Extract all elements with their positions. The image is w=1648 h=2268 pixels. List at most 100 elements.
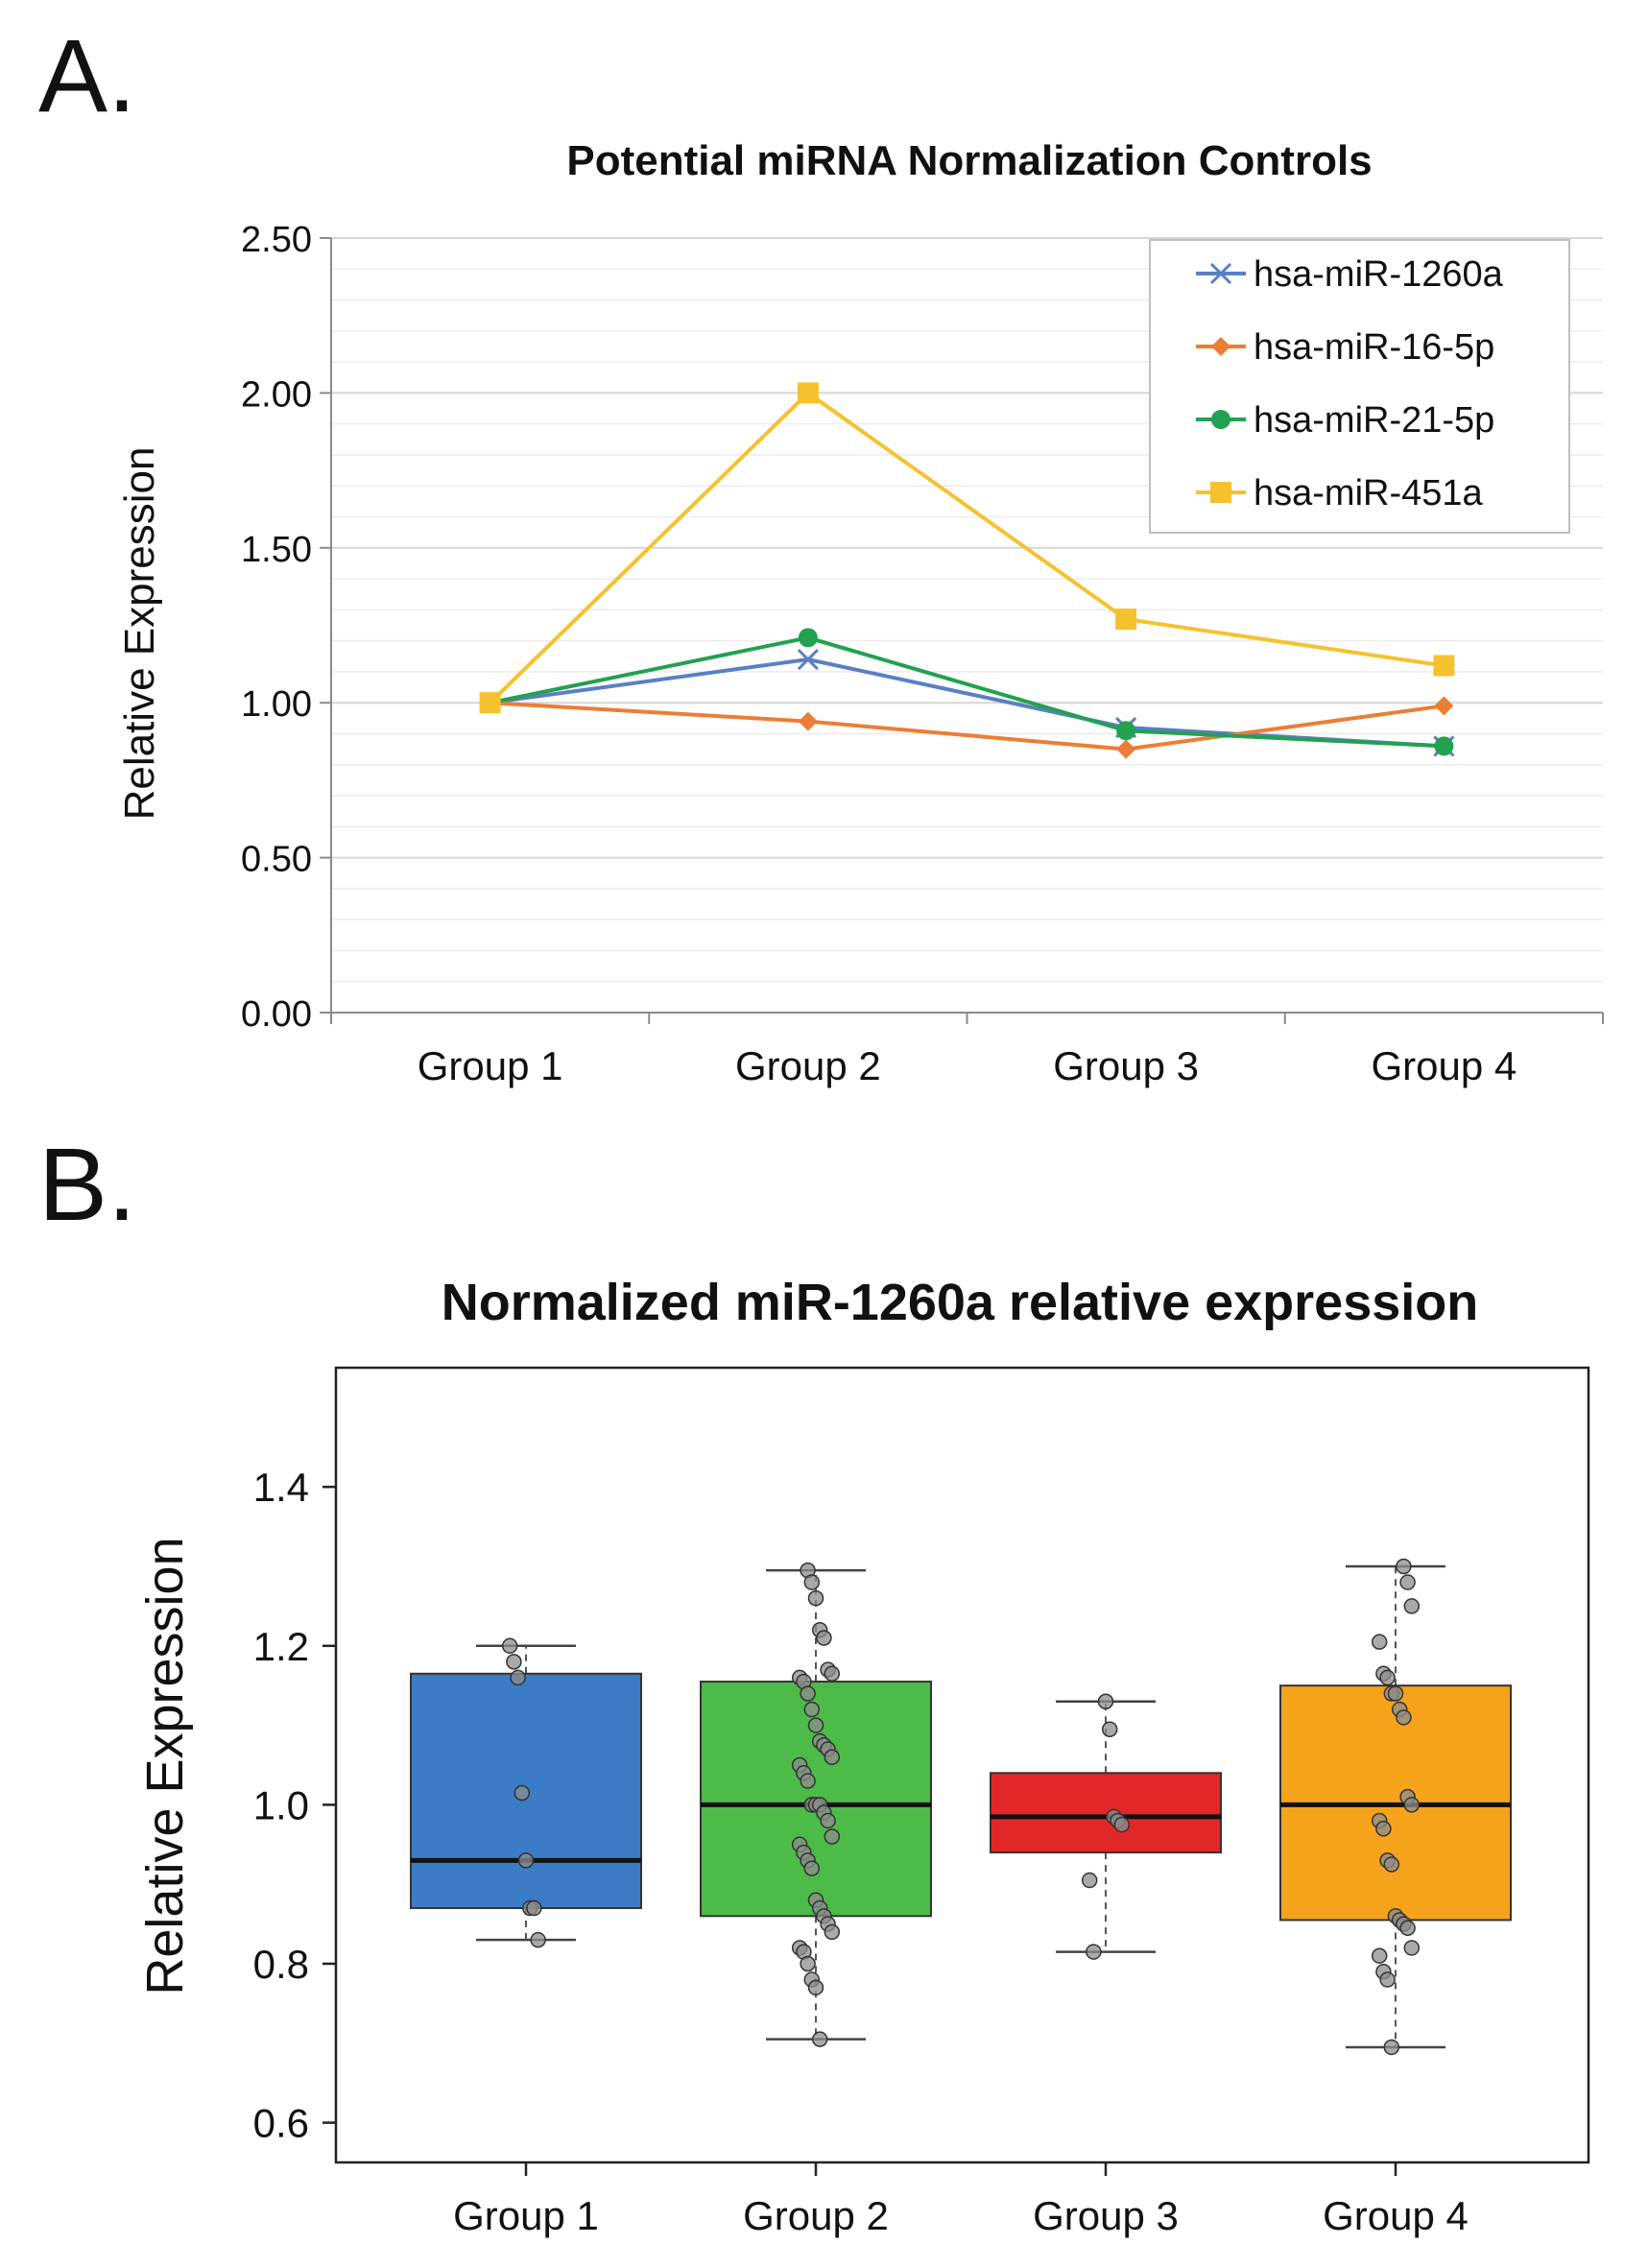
data-point (800, 1685, 816, 1702)
data-point (1396, 1558, 1412, 1575)
data-point (1403, 1598, 1421, 1614)
data-point (1434, 696, 1454, 716)
x-tick-label: Group 4 (1323, 2193, 1469, 2238)
data-point (1379, 1669, 1396, 1686)
data-point (1403, 1940, 1421, 1956)
data-point (1396, 1709, 1412, 1726)
series-hsa-miR-21-5p (480, 628, 1454, 756)
data-point (824, 1749, 841, 1765)
data-point (807, 1717, 824, 1733)
data-point (798, 711, 818, 731)
x-tick-label: Group 1 (418, 1043, 563, 1088)
series-line (490, 701, 1445, 752)
legend-entry: hsa-miR-21-5p (1196, 400, 1494, 441)
chart-b-box: Normalized miR-1260a relative expression… (136, 1274, 1590, 2238)
data-point (800, 1955, 816, 1972)
data-point (1383, 2039, 1400, 2056)
box-body (990, 1772, 1222, 1854)
data-point (510, 1669, 526, 1686)
y-tick-label: 0.50 (241, 840, 312, 880)
x-tick-label: Group 4 (1371, 1043, 1517, 1088)
y-tick-label: 1.0 (253, 1782, 309, 1827)
data-point (1433, 655, 1455, 677)
data-point (530, 1931, 546, 1948)
data-point (1399, 1920, 1416, 1936)
x-tick-label: Group 3 (1053, 1043, 1199, 1088)
chart-a-y-axis-label: Relative Expression (116, 447, 163, 821)
data-point (1387, 1685, 1404, 1702)
data-point (526, 1899, 542, 1917)
data-point (506, 1654, 522, 1670)
box-Group 3 (990, 1693, 1222, 1960)
data-point (1086, 1944, 1102, 1960)
plot-frame (334, 1366, 1590, 2164)
legend-swatch-marker (1210, 482, 1231, 503)
y-tick-label: 1.50 (241, 530, 312, 570)
legend-entry: hsa-miR-1260a (1196, 254, 1504, 295)
data-point (479, 692, 501, 714)
data-point (824, 1828, 841, 1845)
x-tick-label: Group 1 (453, 2193, 599, 2238)
data-point (1399, 1574, 1416, 1590)
chart-a-title: Potential miRNA Normalization Controls (566, 137, 1372, 184)
legend-entry: hsa-miR-451a (1196, 473, 1484, 513)
data-point (797, 648, 819, 671)
data-point (803, 1574, 821, 1590)
data-point (1383, 1856, 1400, 1873)
series-hsa-miR-451a (479, 382, 1455, 714)
data-point (1081, 1872, 1098, 1889)
data-point (824, 1665, 841, 1683)
data-point (816, 1630, 832, 1646)
data-point (1371, 1634, 1388, 1650)
data-point (1113, 1816, 1131, 1833)
chart-b-y-axis-label: Relative Expression (136, 1537, 194, 1994)
data-point (1116, 739, 1136, 759)
legend-swatch-marker (1211, 337, 1230, 356)
series-line (489, 390, 1445, 704)
panel-a-label: A. (38, 17, 137, 133)
legend-label: hsa-miR-1260a (1254, 254, 1504, 295)
data-point (517, 1852, 535, 1869)
box-Group 4 (1279, 1558, 1512, 2056)
y-tick-label: 1.00 (241, 684, 312, 725)
legend-label: hsa-miR-16-5p (1254, 327, 1494, 368)
x-tick-label: Group 2 (743, 2193, 889, 2238)
data-point (514, 1784, 531, 1802)
data-point (798, 628, 818, 648)
data-point (820, 1812, 836, 1829)
y-tick-label: 0.8 (253, 1942, 309, 1987)
data-point (824, 1923, 841, 1941)
data-point (1434, 736, 1454, 756)
data-point (797, 382, 819, 404)
data-point (803, 1860, 821, 1876)
box-Group 2 (700, 1562, 932, 2047)
panel-b-label: B. (38, 1126, 137, 1242)
y-tick-label: 2.00 (241, 374, 312, 415)
data-point (1371, 1947, 1388, 1964)
legend-swatch-marker (1211, 410, 1230, 429)
data-point (807, 1589, 824, 1607)
data-point (1375, 1820, 1392, 1837)
series-line (490, 635, 1445, 749)
data-point (1101, 1721, 1118, 1737)
chart-b-title: Normalized miR-1260a relative expression (442, 1274, 1479, 1331)
data-point (811, 2031, 828, 2047)
box-Group 1 (410, 1637, 642, 1948)
data-point (803, 1701, 821, 1718)
data-point (1097, 1693, 1114, 1710)
x-tick-label: Group 2 (735, 1043, 881, 1088)
legend-swatch-marker (1209, 262, 1232, 285)
data-point (1379, 1971, 1396, 1988)
data-point (807, 1979, 824, 1996)
data-point (800, 1773, 816, 1789)
y-tick-label: 2.50 (241, 220, 312, 260)
x-tick-label: Group 3 (1033, 2193, 1179, 2238)
y-tick-label: 1.4 (253, 1465, 309, 1510)
data-point (501, 1637, 518, 1655)
chart-a-line: Potential miRNA Normalization Controls R… (116, 137, 1604, 1088)
y-tick-label: 0.00 (241, 994, 312, 1035)
data-point (1116, 721, 1136, 741)
data-point (1115, 609, 1137, 631)
legend-label: hsa-miR-21-5p (1254, 400, 1494, 441)
legend-entry: hsa-miR-16-5p (1196, 327, 1494, 368)
